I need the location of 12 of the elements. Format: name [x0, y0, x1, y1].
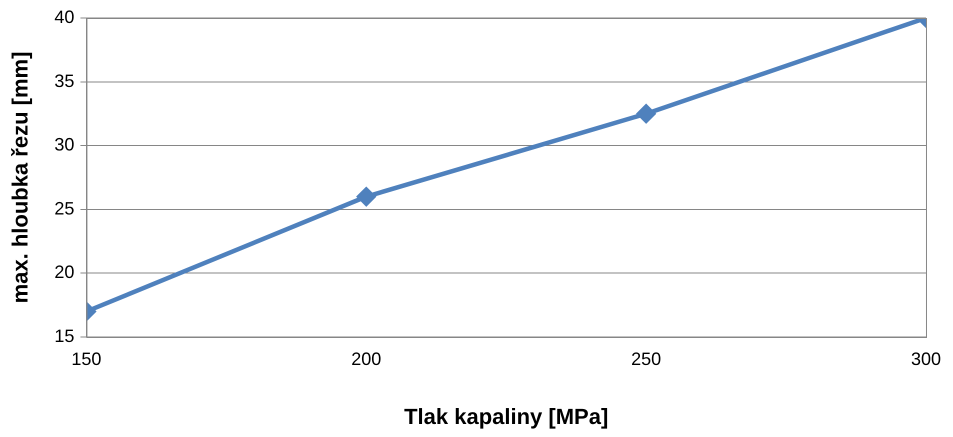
y-tick-label: 15: [54, 326, 74, 346]
y-tick-label: 20: [54, 262, 74, 282]
y-tick-label: 35: [54, 70, 74, 91]
y-axis-title: max. hloubka řezu [mm]: [7, 52, 32, 304]
x-tick-label: 200: [351, 348, 382, 369]
y-tick-label: 25: [54, 198, 74, 218]
x-tick-label: 250: [631, 348, 662, 369]
x-tick-label: 150: [71, 348, 102, 369]
y-tick-label: 40: [54, 6, 74, 27]
x-tick-label: 300: [910, 348, 942, 369]
y-tick-label: 30: [54, 134, 74, 155]
x-axis-title: Tlak kapaliny [MPa]: [404, 404, 608, 429]
